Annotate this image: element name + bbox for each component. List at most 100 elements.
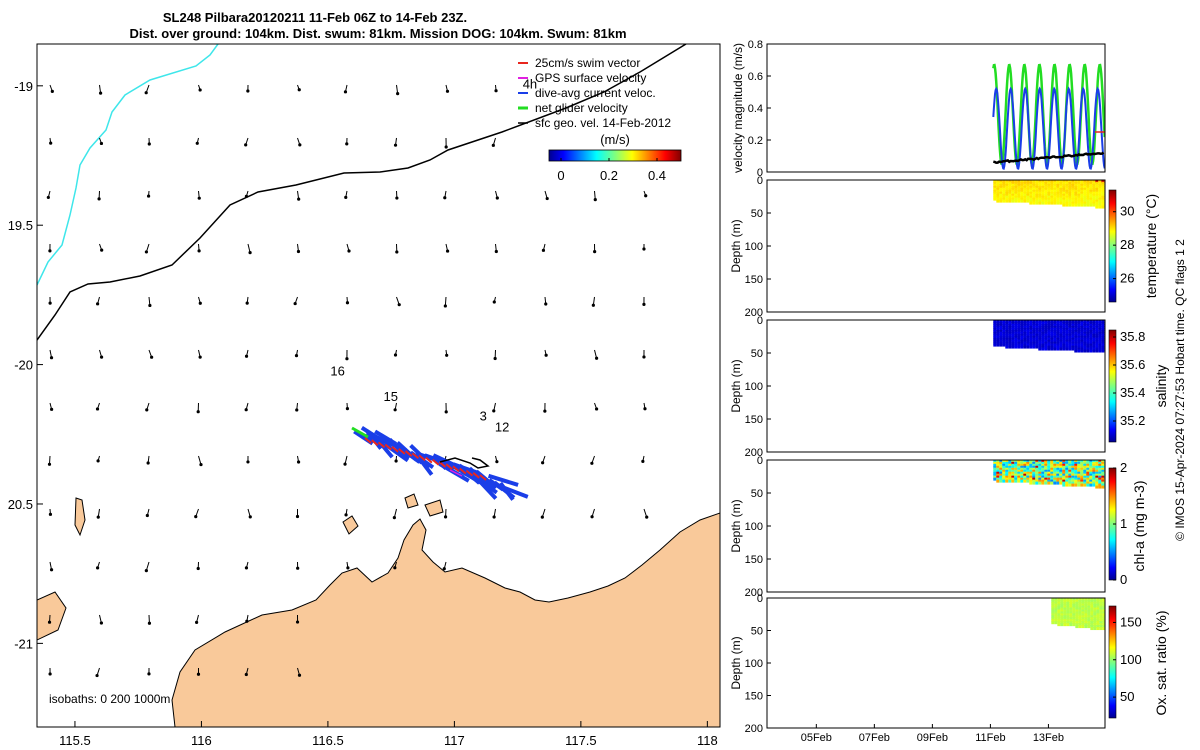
salinity-data-cell bbox=[1071, 331, 1075, 335]
salinity-data-cell bbox=[1098, 331, 1102, 335]
salinity-data-cell bbox=[1035, 323, 1039, 327]
salinity-data-cell bbox=[1056, 325, 1060, 329]
salinity-data-cell bbox=[1014, 345, 1018, 349]
salinity-data-cell bbox=[1014, 341, 1018, 345]
oxygen-data-cell bbox=[1096, 601, 1100, 605]
chla-depth-tick-label: 200 bbox=[745, 587, 763, 599]
chla-data-cell bbox=[1080, 465, 1084, 469]
oxygen-data-cell bbox=[1054, 605, 1058, 609]
oxygen-data-cell bbox=[1072, 605, 1076, 609]
oxygen-data-cell bbox=[1054, 613, 1058, 617]
temperature-data-cell bbox=[1035, 189, 1039, 193]
salinity-data-cell bbox=[1068, 343, 1072, 347]
oxygen-depth-label: Depth (m) bbox=[729, 636, 743, 689]
chla-data-cell bbox=[1035, 481, 1039, 485]
temperature-data-cell bbox=[1077, 201, 1081, 205]
salinity-data-cell bbox=[993, 339, 997, 343]
salinity-data-cell bbox=[1002, 337, 1006, 341]
chla-data-cell bbox=[1086, 473, 1090, 477]
oxygen-data-cell bbox=[1060, 603, 1064, 607]
oxygen-data-cell bbox=[1069, 611, 1073, 615]
oxygen-data-cell bbox=[1057, 598, 1061, 601]
temperature-data-cell bbox=[1095, 185, 1099, 189]
oxygen-data-cell bbox=[1096, 598, 1100, 601]
salinity-data-cell bbox=[1017, 327, 1021, 331]
salinity-data-cell bbox=[1065, 320, 1069, 323]
salinity-colorbar-tick-label: 35.2 bbox=[1120, 413, 1145, 428]
oxygen-data-cell bbox=[1054, 609, 1058, 613]
velocity-arrow-head bbox=[98, 91, 103, 95]
chla-data-cell bbox=[1002, 469, 1006, 473]
temperature-data-cell bbox=[1101, 185, 1105, 189]
salinity-data-cell bbox=[1101, 325, 1105, 329]
temperature-data-cell bbox=[1092, 193, 1096, 197]
salinity-data-cell bbox=[1017, 323, 1021, 327]
salinity-data-cell bbox=[1074, 341, 1078, 345]
salinity-data-cell bbox=[1023, 339, 1027, 343]
legend-swim-vector-label: 25cm/s swim vector bbox=[535, 56, 640, 70]
chla-data-cell bbox=[1074, 481, 1078, 485]
temperature-data-cell bbox=[1053, 201, 1057, 205]
chla-depth-tick-label: 150 bbox=[745, 554, 763, 566]
temperature-data-cell bbox=[1101, 191, 1105, 195]
swim-vector bbox=[364, 437, 372, 444]
chla-data-cell bbox=[1101, 479, 1105, 483]
salinity-data-cell bbox=[993, 343, 997, 347]
temperature-data-cell bbox=[1038, 197, 1042, 201]
salinity-data-cell bbox=[1017, 345, 1021, 349]
oxygen-data-cell bbox=[1066, 619, 1070, 623]
chla-data-cell bbox=[1053, 460, 1057, 463]
salinity-data-cell bbox=[1071, 345, 1075, 349]
oxygen-data-cell bbox=[1102, 601, 1105, 605]
salinity-data-cell bbox=[1080, 343, 1084, 347]
temperature-data-cell bbox=[993, 193, 997, 197]
temperature-data-cell bbox=[996, 195, 1000, 199]
chla-data-cell bbox=[1068, 461, 1072, 465]
salinity-data-cell bbox=[1083, 339, 1087, 343]
salinity-data-cell bbox=[1041, 347, 1045, 351]
temperature-data-cell bbox=[1014, 197, 1018, 201]
salinity-data-cell bbox=[1035, 337, 1039, 341]
velocity-arrow-head bbox=[245, 301, 249, 305]
temperature-data-cell bbox=[1083, 197, 1087, 201]
oxygen-data-cell bbox=[1096, 623, 1100, 627]
salinity-data-cell bbox=[1071, 335, 1075, 339]
temperature-data-cell bbox=[999, 195, 1003, 199]
oxygen-data-cell bbox=[1066, 603, 1070, 607]
chla-data-cell bbox=[1011, 465, 1015, 469]
chla-data-cell bbox=[1065, 467, 1069, 471]
temperature-data-cell bbox=[1041, 191, 1045, 195]
temperature-data-cell bbox=[1044, 185, 1048, 189]
temperature-data-cell bbox=[1062, 191, 1066, 195]
chla-data-cell bbox=[1023, 461, 1027, 465]
salinity-data-cell bbox=[1038, 320, 1042, 323]
oxygen-data-cell bbox=[1084, 607, 1088, 611]
velocity-arrow-head bbox=[544, 302, 548, 306]
salinity-data-cell bbox=[1053, 331, 1057, 335]
chla-data-cell bbox=[1071, 479, 1075, 483]
oxygen-data-cell bbox=[1066, 607, 1070, 611]
chla-data-cell bbox=[1023, 460, 1027, 463]
salinity-data-cell bbox=[1044, 335, 1048, 339]
temperature-data-cell bbox=[1014, 181, 1018, 185]
oxygen-data-cell bbox=[1078, 603, 1082, 607]
salinity-data-cell bbox=[1071, 325, 1075, 329]
salinity-data-cell bbox=[1026, 339, 1030, 343]
velocity-arrow-head bbox=[543, 409, 547, 413]
temperature-data-cell bbox=[1026, 183, 1030, 187]
oxygen-data-cell bbox=[1102, 621, 1105, 625]
temperature-data-cell bbox=[1020, 187, 1024, 191]
salinity-data-cell bbox=[1077, 339, 1081, 343]
salinity-data-cell bbox=[1080, 335, 1084, 339]
temperature-data-cell bbox=[1071, 180, 1075, 183]
chla-data-cell bbox=[1014, 471, 1018, 475]
temperature-data-cell bbox=[1005, 193, 1009, 197]
salinity-data-cell bbox=[1071, 339, 1075, 343]
temperature-data-cell bbox=[1098, 183, 1102, 187]
chla-data-cell bbox=[1077, 473, 1081, 477]
temperature-data-cell bbox=[1002, 187, 1006, 191]
chla-data-cell bbox=[1005, 467, 1009, 471]
salinity-data-cell bbox=[1074, 329, 1078, 333]
salinity-data-cell bbox=[1098, 345, 1102, 349]
temperature-data-cell bbox=[1047, 181, 1051, 185]
